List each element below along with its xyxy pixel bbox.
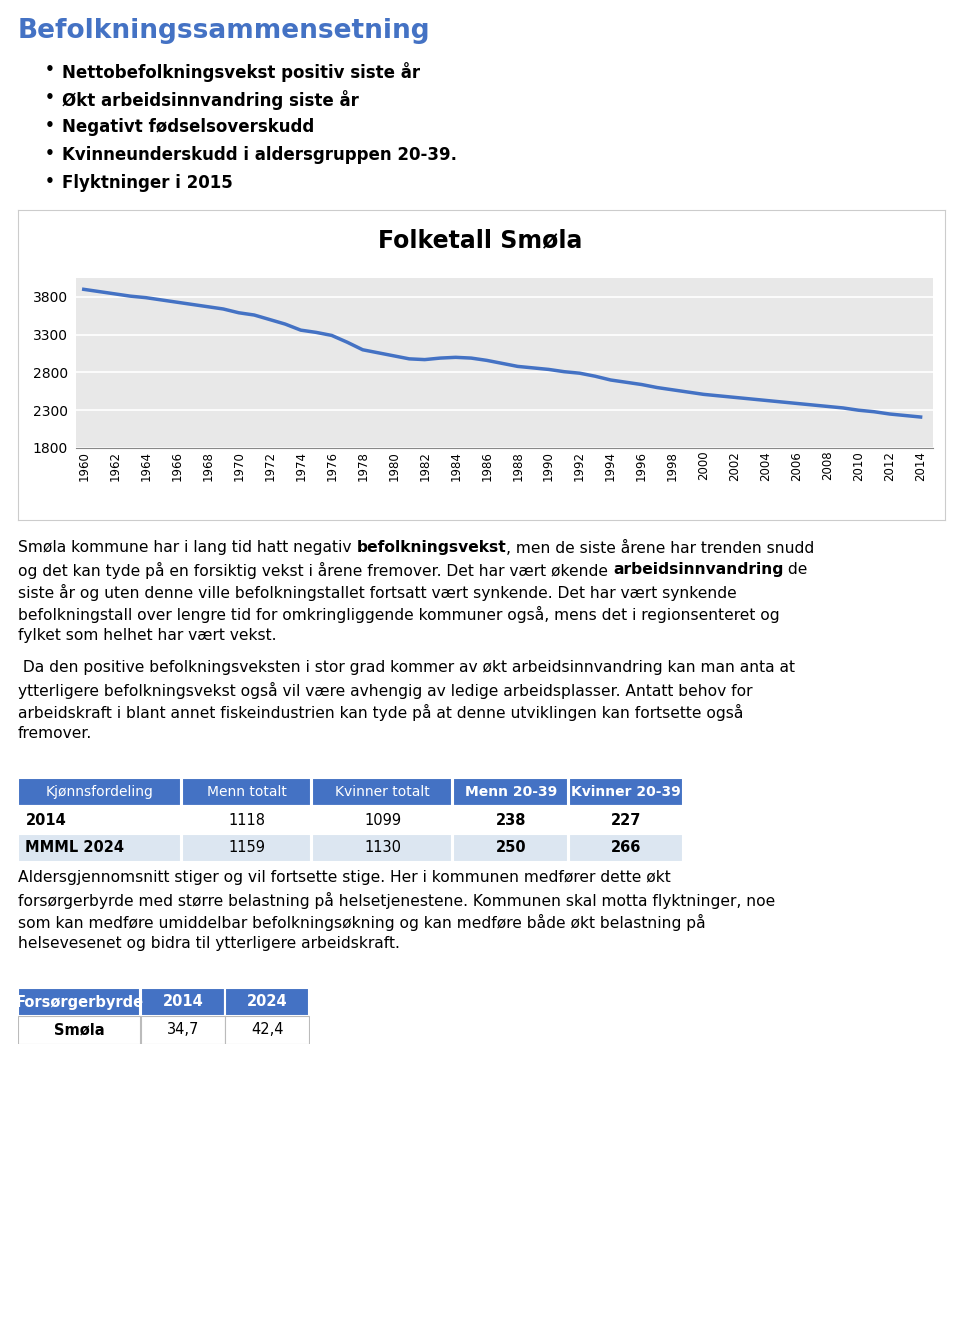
- Bar: [181, 806, 311, 834]
- Text: Nettobefolkningsvekst positiv siste år: Nettobefolkningsvekst positiv siste år: [62, 62, 420, 82]
- Text: •: •: [45, 147, 55, 161]
- Bar: [140, 988, 225, 1016]
- Bar: [18, 988, 140, 1016]
- Bar: [312, 834, 452, 863]
- Text: 266: 266: [611, 840, 641, 856]
- Bar: [140, 1016, 225, 1044]
- Text: 1159: 1159: [228, 840, 265, 856]
- Bar: [181, 778, 311, 806]
- Text: MMML 2024: MMML 2024: [25, 840, 125, 856]
- Text: Folketall Smøla: Folketall Smøla: [378, 229, 582, 252]
- Bar: [18, 834, 180, 863]
- Text: Smøla: Smøla: [54, 1022, 105, 1037]
- Text: •: •: [45, 118, 55, 133]
- Text: 1130: 1130: [364, 840, 401, 856]
- Text: 238: 238: [495, 812, 526, 827]
- Bar: [181, 834, 311, 863]
- Bar: [453, 806, 567, 834]
- Text: Kvinner totalt: Kvinner totalt: [335, 785, 430, 799]
- Bar: [568, 806, 684, 834]
- Text: 2014: 2014: [25, 812, 66, 827]
- Text: , men de siste årene har trenden snudd: , men de siste årene har trenden snudd: [506, 540, 814, 556]
- Bar: [568, 778, 684, 806]
- Text: •: •: [45, 62, 55, 77]
- Bar: [18, 778, 180, 806]
- Text: Smøla kommune har i lang tid hatt negativ: Smøla kommune har i lang tid hatt negati…: [18, 540, 356, 555]
- Text: som kan medføre umiddelbar befolkningsøkning og kan medføre både økt belastning : som kan medføre umiddelbar befolkningsøk…: [18, 914, 706, 931]
- Text: de: de: [783, 561, 807, 577]
- Text: 34,7: 34,7: [167, 1022, 199, 1037]
- Text: 2024: 2024: [248, 995, 288, 1009]
- Bar: [18, 1016, 140, 1044]
- Bar: [226, 1016, 309, 1044]
- Text: Økt arbeidsinnvandring siste år: Økt arbeidsinnvandring siste år: [62, 90, 359, 110]
- Text: 42,4: 42,4: [252, 1022, 284, 1037]
- Text: Da den positive befolkningsveksten i stor grad kommer av økt arbeidsinnvandring : Da den positive befolkningsveksten i sto…: [18, 660, 795, 675]
- Text: siste år og uten denne ville befolkningstallet fortsatt vært synkende. Det har v: siste år og uten denne ville befolknings…: [18, 584, 736, 601]
- Bar: [453, 834, 567, 863]
- Text: •: •: [45, 90, 55, 104]
- Text: Befolkningssammensetning: Befolkningssammensetning: [18, 18, 431, 44]
- Text: Menn totalt: Menn totalt: [206, 785, 287, 799]
- Text: Negativt fødselsoverskudd: Negativt fødselsoverskudd: [62, 118, 314, 136]
- Text: befolkningstall over lengre tid for omkringliggende kommuner også, mens det i re: befolkningstall over lengre tid for omkr…: [18, 606, 780, 624]
- Text: ytterligere befolkningsvekst også vil være avhengig av ledige arbeidsplasser. An: ytterligere befolkningsvekst også vil væ…: [18, 682, 753, 699]
- Bar: [568, 834, 684, 863]
- Text: fremover.: fremover.: [18, 727, 92, 741]
- Bar: [453, 778, 567, 806]
- Text: 2014: 2014: [162, 995, 204, 1009]
- Text: arbeidskraft i blant annet fiskeindustrien kan tyde på at denne utviklingen kan : arbeidskraft i blant annet fiskeindustri…: [18, 704, 743, 721]
- Bar: [312, 778, 452, 806]
- Text: Kvinneunderskudd i aldersgruppen 20-39.: Kvinneunderskudd i aldersgruppen 20-39.: [62, 147, 457, 164]
- Text: forsørgerbyrde med større belastning på helsetjenestene. Kommunen skal motta fly: forsørgerbyrde med større belastning på …: [18, 892, 776, 909]
- Text: Forsørgerbyrde: Forsørgerbyrde: [15, 995, 143, 1009]
- Text: Menn 20-39: Menn 20-39: [465, 785, 557, 799]
- Text: 250: 250: [495, 840, 526, 856]
- Text: arbeidsinnvandring: arbeidsinnvandring: [612, 561, 783, 577]
- Text: og det kan tyde på en forsiktig vekst i årene fremover. Det har vært økende: og det kan tyde på en forsiktig vekst i …: [18, 561, 612, 579]
- Text: •: •: [45, 174, 55, 189]
- Text: 1099: 1099: [364, 812, 401, 827]
- Text: helsevesenet og bidra til ytterligere arbeidskraft.: helsevesenet og bidra til ytterligere ar…: [18, 937, 400, 951]
- Text: Aldersgjennomsnitt stiger og vil fortsette stige. Her i kommunen medfører dette : Aldersgjennomsnitt stiger og vil fortset…: [18, 871, 671, 885]
- Text: Flyktninger i 2015: Flyktninger i 2015: [62, 174, 232, 192]
- Bar: [226, 988, 309, 1016]
- Text: Kjønnsfordeling: Kjønnsfordeling: [46, 785, 154, 799]
- Text: befolkningsvekst: befolkningsvekst: [356, 540, 506, 555]
- Text: Kvinner 20-39: Kvinner 20-39: [571, 785, 681, 799]
- Text: fylket som helhet har vært vekst.: fylket som helhet har vært vekst.: [18, 627, 276, 643]
- Bar: [18, 806, 180, 834]
- Bar: [312, 806, 452, 834]
- Text: 1118: 1118: [228, 812, 265, 827]
- Text: 227: 227: [611, 812, 641, 827]
